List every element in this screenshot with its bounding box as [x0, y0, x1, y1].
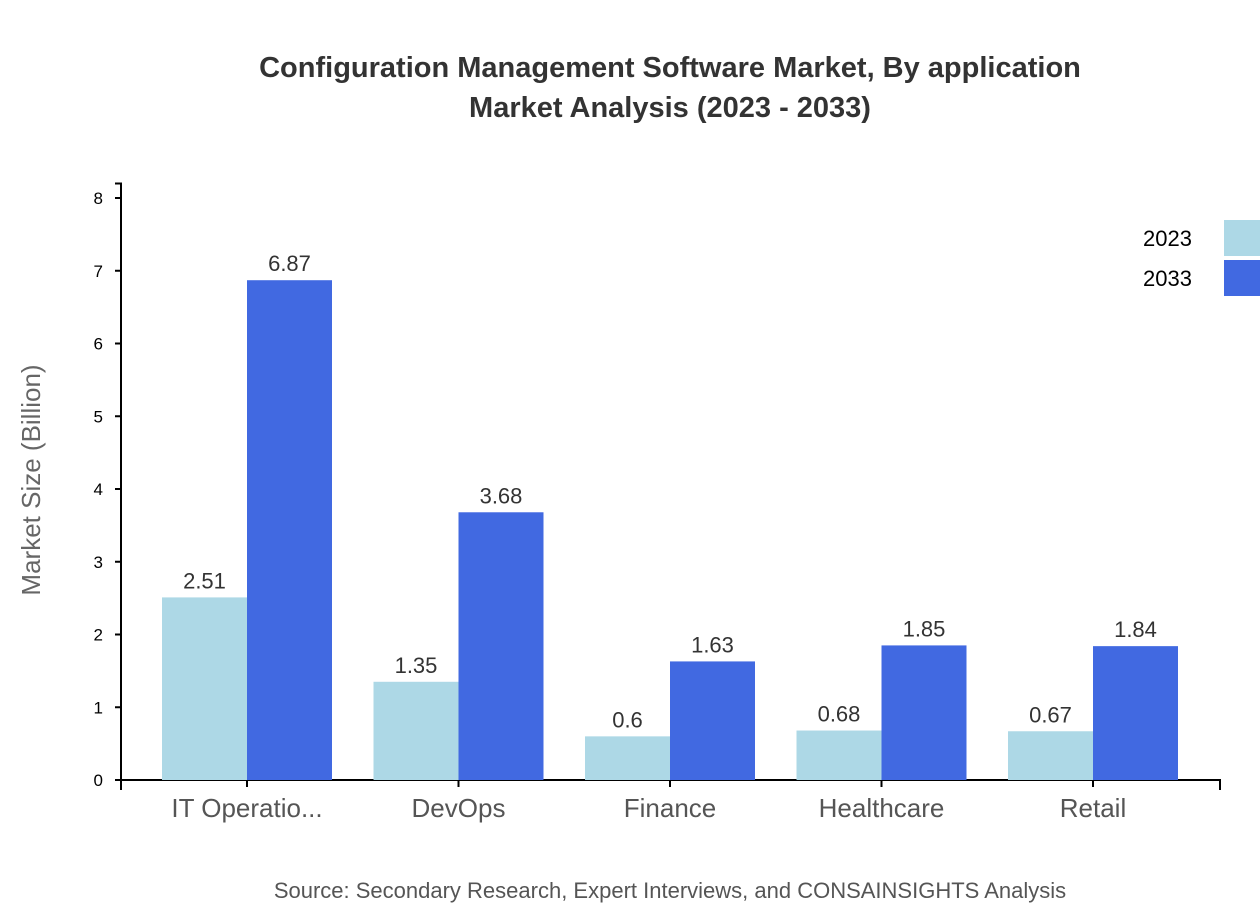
y-tick-label: 6	[94, 335, 103, 354]
data-label: 1.85	[903, 616, 946, 641]
data-label: 3.68	[480, 483, 523, 508]
bar-2023	[1008, 731, 1093, 780]
data-label: 1.84	[1114, 617, 1157, 642]
x-tick-label: Healthcare	[819, 793, 945, 823]
data-label: 6.87	[268, 251, 311, 276]
y-tick-label: 4	[94, 480, 103, 499]
data-label: 0.6	[612, 707, 643, 732]
chart-title: Configuration Management Software Market…	[259, 52, 1081, 84]
y-tick-label: 8	[94, 189, 103, 208]
y-tick-label: 2	[94, 626, 103, 645]
y-tick-label: 7	[94, 262, 103, 281]
legend-label: 2023	[1143, 226, 1192, 251]
y-tick-label: 0	[94, 771, 103, 790]
legend-swatch	[1224, 260, 1260, 296]
x-tick-label: DevOps	[412, 793, 506, 823]
bar-2033	[247, 280, 332, 780]
legend-swatch	[1224, 220, 1260, 256]
x-tick-label: Retail	[1060, 793, 1126, 823]
y-tick-label: 3	[94, 553, 103, 572]
data-label: 0.67	[1029, 702, 1072, 727]
y-tick-label: 1	[94, 698, 103, 717]
data-label: 0.68	[818, 702, 861, 727]
bar-2023	[585, 736, 670, 780]
bar-2023	[373, 681, 459, 780]
x-tick-label: Finance	[624, 793, 717, 823]
bar-2033	[881, 645, 967, 780]
source-note: Source: Secondary Research, Expert Inter…	[273, 878, 1067, 903]
data-label: 2.51	[183, 568, 226, 593]
x-tick-label: IT Operatio...	[171, 793, 322, 823]
bar-2023	[162, 597, 247, 780]
data-label: 1.35	[395, 653, 438, 678]
bar-2033	[1093, 646, 1178, 780]
bar-2033	[670, 661, 755, 780]
legend-label: 2033	[1143, 266, 1192, 291]
y-axis-line	[115, 182, 122, 781]
bar-2023	[796, 730, 882, 780]
y-tick-label: 5	[94, 407, 103, 426]
y-axis-label: Market Size (Billion)	[16, 364, 46, 595]
chart-subtitle: Market Analysis (2023 - 2033)	[469, 92, 871, 124]
bar-2033	[458, 512, 544, 780]
data-label: 1.63	[691, 632, 734, 657]
